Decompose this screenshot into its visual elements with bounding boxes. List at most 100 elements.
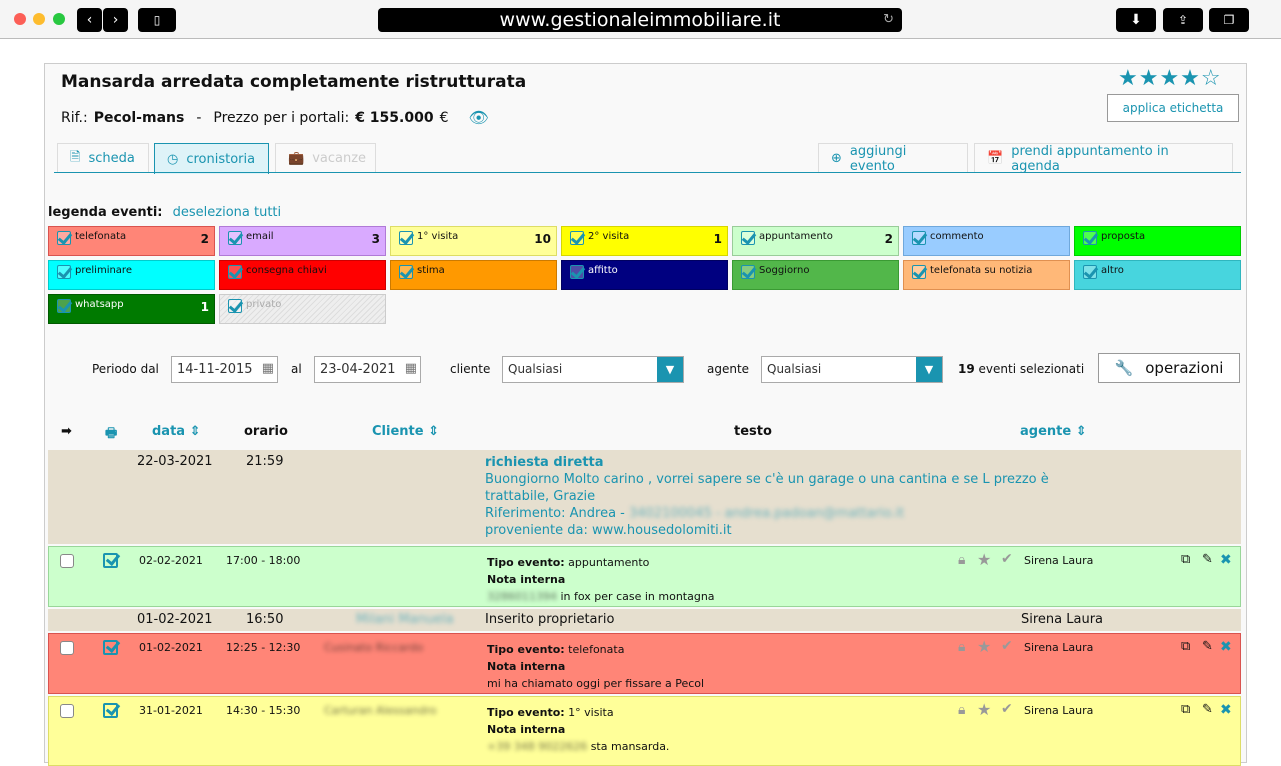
check-icon[interactable]: ✔ xyxy=(1001,551,1013,567)
legend-item[interactable]: proposta xyxy=(1074,226,1241,256)
tabs-icon[interactable]: ❐ xyxy=(1209,8,1249,32)
pencil-icon[interactable]: ✎ xyxy=(1202,639,1213,654)
eye-icon[interactable]: 👁 xyxy=(468,108,489,127)
legend-item[interactable]: Soggiorno xyxy=(732,260,899,290)
checkbox-icon[interactable] xyxy=(741,265,755,279)
legend-item[interactable]: 1° visita 10 xyxy=(390,226,557,256)
lock-icon[interactable]: 🔒︎ xyxy=(958,552,966,568)
checkbox-icon[interactable] xyxy=(228,231,242,245)
checkbox-icon[interactable] xyxy=(1083,265,1097,279)
row-checkbox[interactable] xyxy=(60,554,74,568)
checkbox-icon[interactable] xyxy=(912,265,926,279)
legend-header: legenda eventi: deseleziona tutti xyxy=(48,205,281,220)
copy-icon[interactable]: ⧉ xyxy=(1181,702,1191,717)
lock-icon[interactable]: 🔒︎ xyxy=(958,639,966,655)
row-client[interactable]: Milani Manuela xyxy=(356,612,454,627)
row-client[interactable]: Carturan Alessandro xyxy=(324,704,437,717)
deselect-all-link[interactable]: deseleziona tutti xyxy=(172,205,282,220)
checkbox-icon[interactable] xyxy=(570,231,584,245)
plus-circle-icon: ⊕ xyxy=(831,151,842,166)
legend-item[interactable]: commento xyxy=(903,226,1070,256)
star-filled-icon[interactable]: ★★★★ xyxy=(1118,66,1201,91)
sidebar-toggle-icon[interactable]: ▯ xyxy=(138,8,176,32)
lock-icon[interactable]: 🔒︎ xyxy=(958,702,966,718)
checkbox-icon[interactable] xyxy=(1083,231,1097,245)
export-icon[interactable]: ➡ xyxy=(61,424,72,439)
star-icon[interactable]: ★ xyxy=(977,550,992,569)
star-icon[interactable]: ★ xyxy=(977,637,992,656)
check-icon[interactable]: ✔ xyxy=(1001,701,1013,717)
download-icon[interactable]: ⬇ xyxy=(1116,8,1156,32)
button-label: operazioni xyxy=(1145,359,1224,377)
delete-icon[interactable]: ✖ xyxy=(1220,702,1232,718)
checkbox-icon[interactable] xyxy=(399,265,413,279)
appointment-button[interactable]: 📅 prendi appuntamento in agenda xyxy=(974,143,1233,174)
copy-icon[interactable]: ⧉ xyxy=(1181,552,1191,567)
delete-icon[interactable]: ✖ xyxy=(1220,639,1232,655)
row-checkbox[interactable] xyxy=(60,704,74,718)
minimize-window-button[interactable] xyxy=(33,13,45,25)
agent-select[interactable]: Qualsiasi ▼ xyxy=(761,356,943,383)
checkbox-icon[interactable] xyxy=(741,231,755,245)
tab-scheda[interactable]: 🗎 scheda xyxy=(57,143,149,173)
legend-item[interactable]: altro xyxy=(1074,260,1241,290)
legend-item[interactable]: privato xyxy=(219,294,386,324)
calendar-icon[interactable]: ▦ xyxy=(404,361,417,376)
date-from-input[interactable]: 14-11-2015 ▦ xyxy=(171,356,278,383)
check-icon[interactable]: ✔ xyxy=(1001,638,1013,654)
sort-cliente[interactable]: Cliente ⇕ xyxy=(372,424,439,439)
operations-button[interactable]: 🔧 operazioni xyxy=(1098,353,1240,383)
back-button[interactable]: ‹ xyxy=(77,8,102,32)
pencil-icon[interactable]: ✎ xyxy=(1202,702,1213,717)
calendar-icon[interactable]: ▦ xyxy=(261,361,274,376)
legend-item[interactable]: telefonata su notizia xyxy=(903,260,1070,290)
forward-button[interactable]: › xyxy=(103,8,128,32)
print-icon[interactable]: 🖶 xyxy=(105,426,118,441)
sort-agente[interactable]: agente ⇕ xyxy=(1020,424,1087,439)
close-window-button[interactable] xyxy=(14,13,26,25)
checkbox-icon[interactable] xyxy=(399,231,413,245)
checkbox-icon[interactable] xyxy=(228,299,242,313)
legend-item[interactable]: preliminare xyxy=(48,260,215,290)
row-client[interactable]: Cusinato Riccardo xyxy=(324,641,424,654)
legend-item[interactable]: stima xyxy=(390,260,557,290)
checkbox-icon[interactable] xyxy=(912,231,926,245)
legend-item[interactable]: appuntamento 2 xyxy=(732,226,899,256)
legend-item[interactable]: 2° visita 1 xyxy=(561,226,728,256)
sort-data[interactable]: data ⇕ xyxy=(152,424,201,439)
checkbox-icon[interactable] xyxy=(57,265,71,279)
type-label: Tipo evento: xyxy=(487,706,565,719)
legend-item[interactable]: affitto xyxy=(561,260,728,290)
checkbox-icon[interactable] xyxy=(57,231,71,245)
star-empty-icon[interactable]: ☆ xyxy=(1200,66,1222,91)
maximize-window-button[interactable] xyxy=(53,13,65,25)
legend-item[interactable]: telefonata 2 xyxy=(48,226,215,256)
type-label: Tipo evento: xyxy=(487,556,565,569)
star-icon[interactable]: ★ xyxy=(977,700,992,719)
tab-label: vacanze xyxy=(312,151,367,166)
checkbox-icon[interactable] xyxy=(228,265,242,279)
pencil-icon[interactable]: ✎ xyxy=(1202,552,1213,567)
reload-icon[interactable]: ↻ xyxy=(883,12,894,27)
delete-icon[interactable]: ✖ xyxy=(1220,552,1232,568)
tab-cronistoria[interactable]: ◷ cronistoria xyxy=(154,143,269,174)
add-event-button[interactable]: ⊕ aggiungi evento xyxy=(818,143,968,174)
legend-item[interactable]: consegna chiavi xyxy=(219,260,386,290)
copy-icon[interactable]: ⧉ xyxy=(1181,639,1191,654)
tab-vacanze[interactable]: 💼 vacanze xyxy=(275,143,376,173)
chevron-down-icon[interactable]: ▼ xyxy=(916,357,942,382)
legend-item[interactable]: whatsapp 1 xyxy=(48,294,215,324)
rif-value: Pecol-mans xyxy=(93,109,185,126)
date-to-input[interactable]: 23-04-2021 ▦ xyxy=(314,356,421,383)
apply-label-button[interactable]: applica etichetta xyxy=(1107,94,1239,122)
checkbox-icon[interactable] xyxy=(570,265,584,279)
rating-stars[interactable]: ★★★★☆ xyxy=(1118,66,1222,91)
checkbox-icon[interactable] xyxy=(57,299,71,313)
address-bar[interactable]: www.gestionaleimmobiliare.it ↻ xyxy=(378,8,902,32)
legend-item[interactable]: email 3 xyxy=(219,226,386,256)
share-icon[interactable]: ⇪ xyxy=(1163,8,1203,32)
row-checkbox[interactable] xyxy=(60,641,74,655)
client-select[interactable]: Qualsiasi ▼ xyxy=(502,356,684,383)
chevron-down-icon[interactable]: ▼ xyxy=(657,357,683,382)
button-label: prendi appuntamento in agenda xyxy=(1011,143,1169,174)
